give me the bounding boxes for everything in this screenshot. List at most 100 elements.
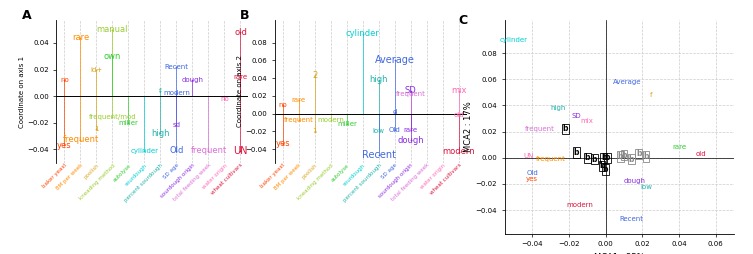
Y-axis label: Coordinate on axis 2: Coordinate on axis 2 — [237, 55, 243, 128]
Text: Old: Old — [526, 170, 538, 177]
Text: Old: Old — [389, 127, 401, 133]
Text: rare: rare — [72, 33, 89, 42]
Text: cylinder: cylinder — [500, 37, 528, 43]
Text: b: b — [574, 148, 579, 157]
Text: 1: 1 — [312, 129, 317, 134]
Text: frequent: frequent — [62, 135, 99, 145]
Text: low: low — [640, 184, 652, 189]
X-axis label: MCA1 : 25%: MCA1 : 25% — [594, 253, 645, 254]
Text: rare: rare — [672, 144, 686, 150]
Text: sd: sd — [172, 122, 181, 128]
Text: autolyse: autolyse — [112, 163, 132, 183]
Text: high: high — [550, 105, 566, 111]
Text: UN: UN — [523, 153, 534, 160]
Text: high: high — [370, 75, 388, 84]
Text: modern: modern — [318, 117, 344, 123]
Text: cylinder: cylinder — [346, 29, 380, 38]
Text: water origin: water origin — [201, 163, 228, 189]
Text: Recent: Recent — [362, 150, 396, 161]
Text: manual: manual — [96, 25, 128, 34]
Text: BM per week: BM per week — [56, 163, 84, 191]
Text: yes: yes — [57, 141, 72, 150]
Text: sourdough origin: sourdough origin — [160, 163, 196, 199]
Text: baker yeast: baker yeast — [41, 163, 68, 189]
Text: b: b — [592, 155, 597, 164]
Text: frequent: frequent — [191, 146, 227, 155]
Text: own: own — [104, 52, 121, 61]
Text: autolyse: autolyse — [331, 163, 350, 183]
Text: old: old — [453, 112, 464, 118]
Text: b: b — [643, 152, 649, 161]
Text: frequent: frequent — [525, 126, 554, 132]
Text: Recent: Recent — [164, 64, 188, 70]
Text: high: high — [151, 129, 169, 138]
Text: water origin: water origin — [419, 163, 447, 189]
Text: rare: rare — [404, 127, 418, 133]
Text: SD age: SD age — [163, 163, 180, 180]
Text: dough: dough — [398, 136, 424, 145]
Text: A: A — [22, 9, 32, 22]
Text: Old: Old — [169, 146, 184, 155]
Text: old: old — [696, 151, 706, 157]
Text: b: b — [629, 155, 634, 164]
Text: sourdough: sourdough — [123, 163, 148, 187]
Text: Average: Average — [614, 79, 642, 85]
Text: kneading method: kneading method — [78, 163, 116, 201]
Text: total feeding week: total feeding week — [172, 163, 212, 202]
Text: B: B — [240, 9, 250, 22]
Text: yes: yes — [276, 139, 290, 148]
Text: b: b — [601, 153, 606, 162]
Text: frequent: frequent — [396, 91, 425, 97]
Text: SD: SD — [572, 113, 581, 119]
Text: percent sourdough: percent sourdough — [342, 163, 383, 203]
Text: poolish: poolish — [83, 163, 100, 180]
Text: 2: 2 — [312, 71, 318, 80]
Text: sourdough origin: sourdough origin — [378, 163, 414, 199]
Text: f: f — [651, 92, 653, 98]
Text: frequent: frequent — [284, 117, 314, 123]
Text: b: b — [603, 165, 608, 174]
Text: yes: yes — [526, 176, 538, 182]
Text: b: b — [617, 152, 623, 161]
Text: no: no — [279, 102, 287, 108]
Text: b: b — [636, 149, 642, 158]
Text: miller: miller — [337, 121, 357, 127]
Text: sourdough: sourdough — [342, 163, 367, 187]
Text: d: d — [392, 109, 397, 115]
Text: miller: miller — [118, 120, 139, 126]
Text: b: b — [605, 153, 610, 162]
Text: 1: 1 — [94, 126, 99, 132]
Text: rare: rare — [233, 74, 248, 81]
Text: SD age: SD age — [381, 163, 398, 180]
Text: id+: id+ — [90, 67, 102, 72]
Text: b: b — [621, 151, 626, 160]
Text: Average: Average — [375, 55, 415, 65]
Text: SD: SD — [405, 86, 416, 95]
Text: frequent: frequent — [535, 156, 566, 162]
Text: f: f — [159, 88, 162, 94]
Text: kneading method: kneading method — [297, 163, 334, 201]
Text: C: C — [459, 14, 468, 27]
Text: no: no — [60, 77, 69, 83]
Text: Recent: Recent — [619, 216, 643, 222]
Text: mix: mix — [581, 118, 593, 124]
Y-axis label: MCA2 : 17%: MCA2 : 17% — [464, 102, 473, 152]
Text: b: b — [599, 161, 605, 170]
Text: no: no — [220, 96, 229, 102]
Text: UN: UN — [233, 146, 248, 156]
Text: b: b — [562, 124, 568, 133]
Text: b: b — [584, 153, 590, 162]
Text: cylinder: cylinder — [130, 148, 158, 154]
Text: baker yeast: baker yeast — [260, 163, 286, 189]
Text: old: old — [234, 28, 247, 37]
Text: low: low — [373, 129, 385, 134]
Text: dough: dough — [624, 178, 646, 184]
Text: percent sourdough: percent sourdough — [123, 163, 164, 203]
Text: BM per week: BM per week — [274, 163, 303, 191]
Text: modern: modern — [163, 90, 190, 97]
Text: wheat cultivars: wheat cultivars — [429, 163, 462, 196]
Text: poolish: poolish — [301, 163, 319, 180]
Text: mix: mix — [451, 86, 467, 95]
Text: wheat cultivars: wheat cultivars — [211, 163, 244, 196]
Y-axis label: Coordinate on axis 1: Coordinate on axis 1 — [19, 55, 25, 128]
